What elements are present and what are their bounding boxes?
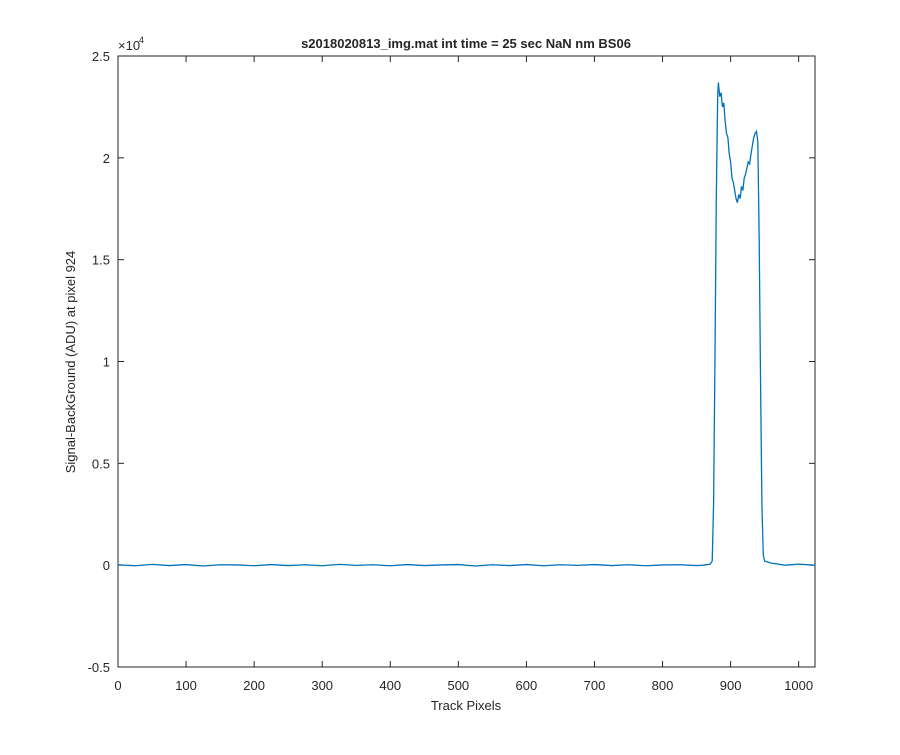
- data-line: [117, 82, 816, 567]
- y-tick-label: 2: [103, 151, 110, 166]
- x-tick-label: 400: [379, 678, 401, 693]
- x-tick-label: 800: [652, 678, 674, 693]
- x-tick-label: 1000: [784, 678, 813, 693]
- x-tick-label: 100: [175, 678, 197, 693]
- y-tick-label: 0: [103, 558, 110, 573]
- y-tick-label: 2.5: [92, 49, 110, 64]
- chart-title: s2018020813_img.mat int time = 25 sec Na…: [301, 36, 631, 51]
- y-tick-label: 1: [103, 355, 110, 370]
- y-tick-label: -0.5: [88, 660, 110, 675]
- y-axis-label: Signal-BackGround (ADU) at pixel 924: [63, 251, 78, 474]
- x-tick-label: 200: [243, 678, 265, 693]
- x-tick-label: 300: [311, 678, 333, 693]
- x-tick-label: 900: [720, 678, 742, 693]
- x-axis-label: Track Pixels: [431, 698, 502, 713]
- x-tick-label: 0: [114, 678, 121, 693]
- x-tick-label: 700: [584, 678, 606, 693]
- y-multiplier: ×10: [118, 38, 140, 53]
- x-tick-label: 500: [447, 678, 469, 693]
- y-tick-label: 0.5: [92, 456, 110, 471]
- x-tick-label: 600: [516, 678, 538, 693]
- y-tick-label: 1.5: [92, 253, 110, 268]
- y-multiplier-exponent: 4: [139, 35, 144, 45]
